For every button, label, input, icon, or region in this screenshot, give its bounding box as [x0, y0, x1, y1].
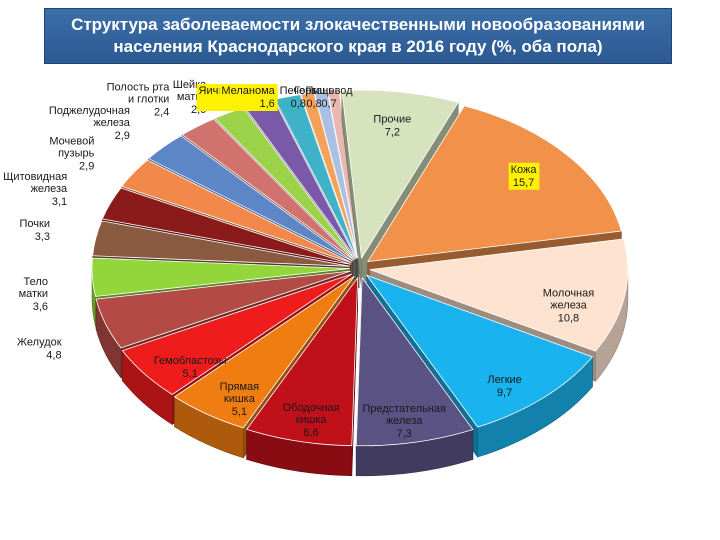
slice-value: 15,7 — [513, 177, 534, 189]
slice-top — [147, 135, 353, 262]
slice-value: 3,3 — [35, 231, 50, 243]
slice-label-легкие: Легкие 9,7 — [487, 374, 521, 399]
slice-top — [341, 89, 459, 260]
label-highlight — [508, 162, 540, 190]
label-highlight — [219, 84, 278, 111]
slice-top — [355, 276, 474, 447]
slice-label-кожа: Кожа 15,7 — [511, 164, 538, 189]
pie-slice-ободочная-кишка — [246, 276, 359, 476]
slice-value: 5,1 — [183, 368, 198, 380]
slice-top — [92, 220, 351, 267]
pie-slice-предстательная-железа — [355, 276, 474, 477]
slice-top — [300, 92, 359, 259]
slice-top — [91, 257, 351, 297]
slice-value: 2,4 — [154, 106, 169, 118]
slice-label-тело-матки: Тело матки 3,6 — [19, 276, 48, 313]
slice-value: 5,1 — [232, 406, 247, 418]
slice-label-печень: Печень 0,8 — [280, 85, 318, 110]
slice-top — [173, 275, 355, 429]
slice-label-желудок: Желудок 4,8 — [17, 337, 62, 362]
slice-label-ободочная-кишка: Ободочная кишка 6,6 — [283, 402, 340, 439]
pie-labels: Кожа 15,7 Молочная железа 10,8 Легкие 9,7 Предс… — [3, 79, 594, 440]
slice-value: 3,1 — [52, 196, 67, 208]
slice-label-полость-рта-и-глотки: Полость рта и глотки 2,4 — [107, 81, 171, 118]
slice-value: 2,9 — [79, 161, 94, 173]
slice-value: 9,7 — [497, 387, 512, 399]
slice-top — [365, 274, 594, 428]
slice-top — [181, 118, 355, 261]
slice-top — [95, 270, 351, 349]
slice-top — [246, 276, 359, 447]
slice-label-молочная-железа: Молочная железа 10,8 — [543, 288, 595, 325]
slice-label-щитовидная-железа: Щитовидная железа 3,1 — [3, 171, 68, 208]
slice-top — [121, 159, 352, 264]
slice-label-предстательная-железа: Предстательная железа 7,3 — [362, 403, 446, 440]
slice-label-меланома: Меланома 1,6 — [221, 85, 275, 110]
slice-label-гемобластозы: Гемобластозы 5,1 — [154, 355, 227, 380]
slice-value: 2,9 — [115, 130, 130, 142]
slice-label-гортань: Гортань 0,8 — [294, 85, 334, 110]
slice-value: 0,7 — [321, 98, 336, 110]
slice-top — [101, 187, 351, 265]
pie-slices — [91, 89, 629, 477]
slice-top — [366, 105, 622, 263]
slice-value: 6,6 — [303, 427, 318, 439]
slice-value: 1,6 — [260, 98, 275, 110]
slice-value: 0,8 — [291, 98, 306, 110]
slice-label-мочевой-пузырь: Мочевой пузырь 2,9 — [49, 136, 94, 173]
slice-value: 7,2 — [385, 127, 400, 139]
slice-value: 4,8 — [46, 350, 61, 362]
slice-top — [327, 90, 360, 259]
slice-top — [121, 273, 353, 395]
slice-label-поджелудочная-железа: Поджелудочная железа 2,9 — [49, 105, 131, 142]
slice-label-прямая-кишка: Прямая кишка 5,1 — [220, 381, 260, 418]
chart-title: Структура заболеваемости злокачественным… — [44, 8, 672, 64]
slice-value: 10,8 — [558, 313, 579, 325]
slice-value: 3,6 — [33, 301, 48, 313]
slice-top — [313, 90, 359, 259]
slice-label-пищевод: Пищевод 0,7 — [305, 85, 353, 110]
slice-label-почки: Почки 3,3 — [20, 218, 50, 243]
slice-value: 7,3 — [396, 428, 411, 440]
slice-value: 0,8 — [306, 98, 321, 110]
slice-label-прочие: Прочие 7,2 — [373, 114, 411, 139]
slice-top — [369, 238, 629, 352]
